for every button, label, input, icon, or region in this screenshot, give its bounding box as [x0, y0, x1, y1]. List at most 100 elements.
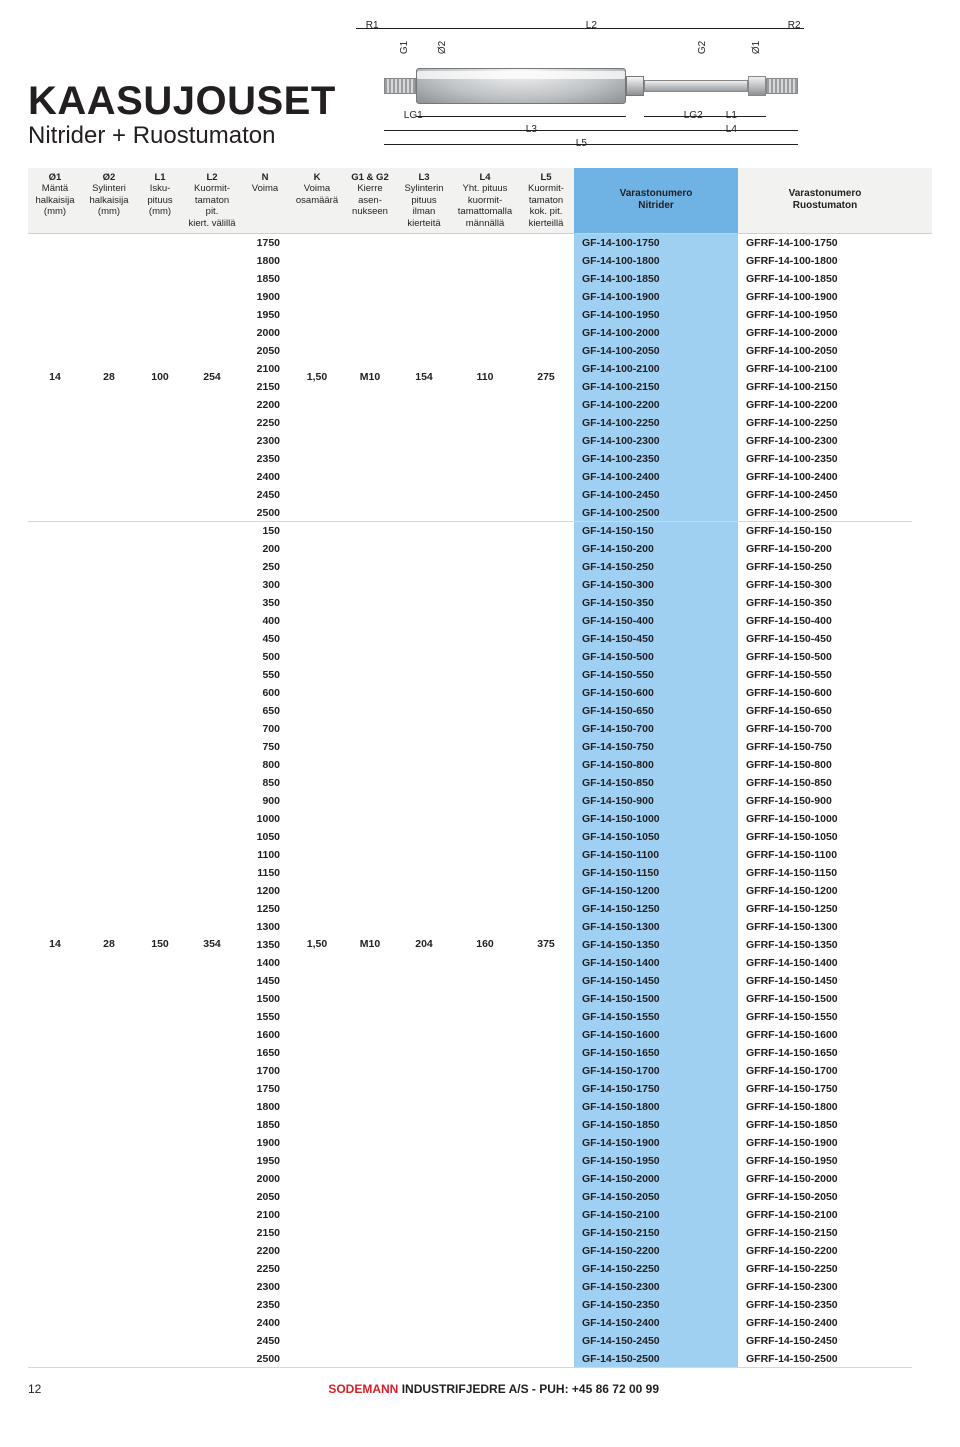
- nitrider-code: GF-14-150-850: [574, 774, 738, 792]
- nitrider-code: GF-14-150-700: [574, 720, 738, 738]
- n-value: 1850: [240, 1116, 290, 1134]
- nitrider-column: GF-14-100-1750GF-14-100-1800GF-14-100-18…: [574, 234, 738, 522]
- header-cell: L2Kuormit-tamatonpit.kiert. välillä: [184, 168, 240, 233]
- ruostumaton-code: GFRF-14-150-2100: [738, 1206, 912, 1224]
- n-value: 2100: [240, 360, 290, 378]
- label-R1: R1: [366, 20, 379, 31]
- header-cell: G1 & G2Kierreasen-nukseen: [344, 168, 396, 233]
- ruostumaton-code: GFRF-14-150-2300: [738, 1278, 912, 1296]
- n-value: 2300: [240, 432, 290, 450]
- fixed-cell: 150: [136, 522, 184, 1368]
- nitrider-code: GF-14-150-650: [574, 702, 738, 720]
- header-cell: L5Kuormit-tamatonkok. pit.kierteillä: [518, 168, 574, 233]
- ruostumaton-code: GFRF-14-150-850: [738, 774, 912, 792]
- nitrider-code: GF-14-150-1050: [574, 828, 738, 846]
- nitrider-code: GF-14-150-1850: [574, 1116, 738, 1134]
- nitrider-column: GF-14-150-150GF-14-150-200GF-14-150-250G…: [574, 522, 738, 1368]
- page: KAASUJOUSET Nitrider + Ruostumaton R1 L2…: [0, 0, 960, 1408]
- nitrider-code: GF-14-150-2500: [574, 1350, 738, 1368]
- nitrider-code: GF-14-150-1400: [574, 954, 738, 972]
- fixed-cell: 160: [452, 522, 518, 1368]
- ruostumaton-code: GFRF-14-150-2250: [738, 1260, 912, 1278]
- n-value: 2500: [240, 504, 290, 522]
- n-value: 1050: [240, 828, 290, 846]
- nitrider-code: GF-14-100-2250: [574, 414, 738, 432]
- ruostumaton-code: GFRF-14-150-550: [738, 666, 912, 684]
- header-cell: KVoimaosamäärä: [290, 168, 344, 233]
- label-L2top: L2: [586, 20, 597, 31]
- n-value: 400: [240, 612, 290, 630]
- n-value: 500: [240, 648, 290, 666]
- n-value: 1450: [240, 972, 290, 990]
- ruostumaton-code: GFRF-14-150-1850: [738, 1116, 912, 1134]
- nitrider-code: GF-14-100-2500: [574, 504, 738, 522]
- n-value: 1300: [240, 918, 290, 936]
- ruostumaton-code: GFRF-14-150-1100: [738, 846, 912, 864]
- page-number: 12: [28, 1382, 41, 1396]
- ruostumaton-code: GFRF-14-100-1800: [738, 252, 912, 270]
- ruostumaton-code: GFRF-14-150-1500: [738, 990, 912, 1008]
- nitrider-code: GF-14-150-2100: [574, 1206, 738, 1224]
- nitrider-code: GF-14-150-2300: [574, 1278, 738, 1296]
- nitrider-code: GF-14-100-2350: [574, 450, 738, 468]
- nitrider-code: GF-14-150-1150: [574, 864, 738, 882]
- ruostumaton-code: GFRF-14-100-2500: [738, 504, 912, 522]
- nitrider-code: GF-14-150-450: [574, 630, 738, 648]
- n-value: 1800: [240, 252, 290, 270]
- n-value: 250: [240, 558, 290, 576]
- n-value: 2150: [240, 1224, 290, 1242]
- table-group: 1428100254175018001850190019502000205021…: [28, 234, 932, 522]
- ruostumaton-code: GFRF-14-150-2500: [738, 1350, 912, 1368]
- n-value: 200: [240, 540, 290, 558]
- fixed-cell: 254: [184, 234, 240, 522]
- label-G1: G1: [399, 41, 410, 54]
- nitrider-code: GF-14-150-2250: [574, 1260, 738, 1278]
- nitrider-code: GF-14-150-1450: [574, 972, 738, 990]
- footer-company: SODEMANN: [328, 1382, 398, 1396]
- data-area: 1428100254175018001850190019502000205021…: [28, 233, 932, 1368]
- n-value: 2300: [240, 1278, 290, 1296]
- nitrider-code: GF-14-100-2400: [574, 468, 738, 486]
- ruostumaton-code: GFRF-14-100-2400: [738, 468, 912, 486]
- n-value: 1250: [240, 900, 290, 918]
- nitrider-code: GF-14-150-300: [574, 576, 738, 594]
- ruostumaton-code: GFRF-14-150-1150: [738, 864, 912, 882]
- nitrider-code: GF-14-150-1750: [574, 1080, 738, 1098]
- nitrider-code: GF-14-150-1000: [574, 810, 738, 828]
- n-value: 850: [240, 774, 290, 792]
- n-value: 1600: [240, 1026, 290, 1044]
- fixed-cell: 354: [184, 522, 240, 1368]
- n-value: 1850: [240, 270, 290, 288]
- n-value: 2350: [240, 1296, 290, 1314]
- ruostumaton-code: GFRF-14-150-1250: [738, 900, 912, 918]
- fixed-cell: 28: [82, 234, 136, 522]
- ruostumaton-code: GFRF-14-100-2300: [738, 432, 912, 450]
- n-value: 2250: [240, 1260, 290, 1278]
- nitrider-code: GF-14-150-1900: [574, 1134, 738, 1152]
- fixed-cell: 1,50: [290, 522, 344, 1368]
- nitrider-code: GF-14-150-1250: [574, 900, 738, 918]
- ruostumaton-code: GFRF-14-150-500: [738, 648, 912, 666]
- thread-right: [766, 78, 798, 94]
- n-value: 300: [240, 576, 290, 594]
- ruostumaton-code: GFRF-14-100-1900: [738, 288, 912, 306]
- header-row: Ø1Mäntähalkaisija(mm)Ø2Sylinterihalkaisi…: [28, 168, 932, 233]
- n-value: 1550: [240, 1008, 290, 1026]
- ruostumaton-code: GFRF-14-100-2100: [738, 360, 912, 378]
- n-value: 2100: [240, 1206, 290, 1224]
- n-value: 350: [240, 594, 290, 612]
- ruostumaton-code: GFRF-14-150-650: [738, 702, 912, 720]
- ruostumaton-code: GFRF-14-150-1400: [738, 954, 912, 972]
- ruostumaton-code: GFRF-14-150-2200: [738, 1242, 912, 1260]
- ruostumaton-code: GFRF-14-150-2000: [738, 1170, 912, 1188]
- label-O2: Ø2: [437, 41, 448, 54]
- title-main: KAASUJOUSET: [28, 79, 336, 124]
- n-value: 2400: [240, 468, 290, 486]
- ruostumaton-code: GFRF-14-100-2200: [738, 396, 912, 414]
- nitrider-code: GF-14-150-1650: [574, 1044, 738, 1062]
- header-cell: Ø2Sylinterihalkaisija(mm): [82, 168, 136, 233]
- n-value: 1750: [240, 1080, 290, 1098]
- header-cell: L3Sylinterinpituusilmankierteitä: [396, 168, 452, 233]
- thread-left: [384, 78, 416, 94]
- nitrider-code: GF-14-150-1950: [574, 1152, 738, 1170]
